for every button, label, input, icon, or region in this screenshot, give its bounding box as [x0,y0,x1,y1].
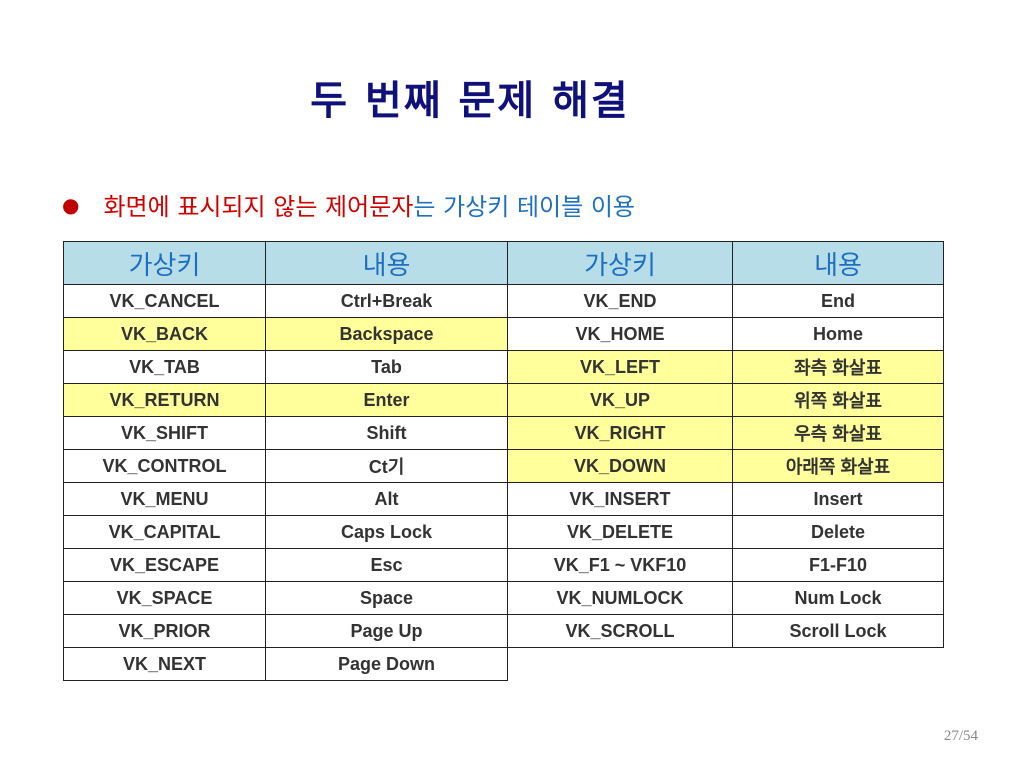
content-cell: 아래쪽 화살표 [732,449,944,483]
bullet-icon: ● [62,193,80,217]
header-content: 내용 [732,241,944,285]
content-cell: Caps Lock [265,515,508,549]
table-row: VK_CAPITAL Caps Lock VK_DELETE Delete [63,515,944,549]
content-cell: Ct기 [265,449,508,483]
header-virtual-key: 가상키 [63,241,266,285]
virtual-key-cell: VK_BACK [63,317,266,351]
virtual-key-cell: VK_END [507,284,733,318]
content-cell: Insert [732,482,944,516]
virtual-key-cell: VK_DELETE [507,515,733,549]
header-content: 내용 [265,241,508,285]
content-cell: Ctrl+Break [265,284,508,318]
virtual-key-cell: VK_RIGHT [507,416,733,450]
virtual-key-cell: VK_SCROLL [507,614,733,648]
table-row: VK_CONTROL Ct기 VK_DOWN 아래쪽 화살표 [63,449,944,483]
virtual-key-table: 가상키 내용 가상키 내용 VK_CANCEL Ctrl+Break VK_END E… [63,241,944,681]
virtual-key-cell: VK_SPACE [63,581,266,615]
table-row: VK_NEXT Page Down [63,647,944,681]
content-cell: Space [265,581,508,615]
virtual-key-cell: VK_LEFT [507,350,733,384]
content-cell: Esc [265,548,508,582]
virtual-key-cell: VK_F1 ~ VKF10 [507,548,733,582]
content-cell: Num Lock [732,581,944,615]
content-cell: Scroll Lock [732,614,944,648]
table-row: VK_CANCEL Ctrl+Break VK_END End [63,284,944,318]
table-row: VK_MENU Alt VK_INSERT Insert [63,482,944,516]
table-row: VK_BACK Backspace VK_HOME Home [63,317,944,351]
table-row: VK_SHIFT Shift VK_RIGHT 우측 화살표 [63,416,944,450]
content-cell: Backspace [265,317,508,351]
content-cell: Page Up [265,614,508,648]
table-row: VK_SPACE Space VK_NUMLOCK Num Lock [63,581,944,615]
bullet-blue-text: 는 가상키 테이블 이용 [413,193,635,221]
content-cell: 우측 화살표 [732,416,944,450]
content-cell: Alt [265,482,508,516]
virtual-key-cell: VK_NUMLOCK [507,581,733,615]
content-cell: Shift [265,416,508,450]
virtual-key-cell: VK_NEXT [63,647,266,681]
virtual-key-cell: VK_MENU [63,482,266,516]
content-cell: Page Down [265,647,508,681]
virtual-key-cell: VK_RETURN [63,383,266,417]
page-number: 27/54 [943,728,978,744]
slide-title: 두 번째 문제 해결 [310,78,630,124]
virtual-key-cell: VK_CANCEL [63,284,266,318]
bullet-item: ● 화면에 표시되지 않는 제어문자는 가상키 테이블 이용 [62,187,635,222]
empty-cell [733,648,944,681]
virtual-key-cell: VK_TAB [63,350,266,384]
virtual-key-cell: VK_INSERT [507,482,733,516]
virtual-key-cell: VK_PRIOR [63,614,266,648]
content-cell: F1-F10 [732,548,944,582]
table-row: VK_PRIOR Page Up VK_SCROLL Scroll Lock [63,614,944,648]
table-row: VK_RETURN Enter VK_UP 위쪽 화살표 [63,383,944,417]
content-cell: Home [732,317,944,351]
content-cell: Delete [732,515,944,549]
table-row: VK_TAB Tab VK_LEFT 좌측 화살표 [63,350,944,384]
bullet-red-text: 화면에 표시되지 않는 제어문자 [103,193,414,221]
virtual-key-cell: VK_SHIFT [63,416,266,450]
content-cell: 위쪽 화살표 [732,383,944,417]
empty-cell [508,648,733,681]
content-cell: Tab [265,350,508,384]
content-cell: 좌측 화살표 [732,350,944,384]
content-cell: End [732,284,944,318]
virtual-key-cell: VK_ESCAPE [63,548,266,582]
table-row: VK_ESCAPE Esc VK_F1 ~ VKF10 F1-F10 [63,548,944,582]
content-cell: Enter [265,383,508,417]
virtual-key-cell: VK_HOME [507,317,733,351]
virtual-key-cell: VK_UP [507,383,733,417]
virtual-key-cell: VK_DOWN [507,449,733,483]
virtual-key-cell: VK_CONTROL [63,449,266,483]
table-header-row: 가상키 내용 가상키 내용 [63,241,944,285]
virtual-key-cell: VK_CAPITAL [63,515,266,549]
header-virtual-key: 가상키 [507,241,733,285]
